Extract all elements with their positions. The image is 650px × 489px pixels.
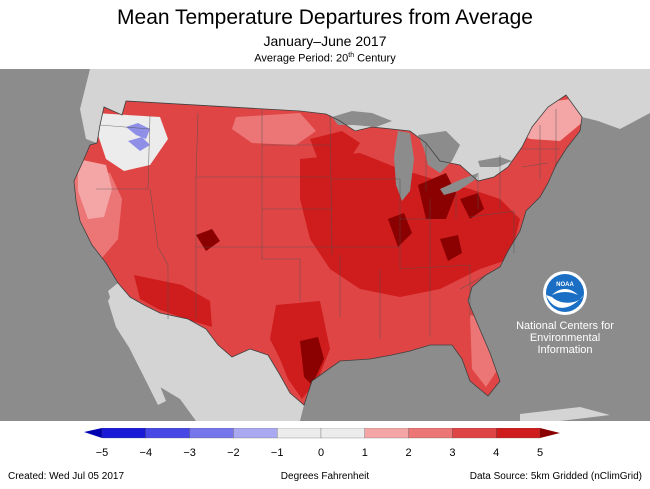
units-label: Degrees Fahrenheit — [280, 471, 370, 482]
anomaly-light-north-plains — [232, 113, 316, 145]
noaa-logo-bird — [546, 295, 584, 308]
legend-swatch — [145, 428, 190, 439]
anomaly-dark-southwest — [134, 275, 212, 327]
lake-michigan — [394, 131, 414, 201]
legend-swatch — [189, 428, 234, 439]
anomaly-lighter-northwest — [78, 159, 112, 219]
map-title: Mean Temperature Departures from Average — [117, 6, 533, 29]
us-outline — [73, 94, 583, 406]
temperature-anomaly-map: NOAA — [0, 69, 650, 421]
created-date: Created: Wed Jul 05 2017 — [8, 471, 125, 482]
average-period-suffix: Century — [354, 52, 396, 65]
legend-tick-label: −4 — [140, 447, 153, 459]
lake-erie — [440, 173, 478, 195]
baja-peninsula — [108, 283, 166, 405]
ncei-label-line-1: National Centers for — [516, 320, 614, 332]
legend-tick-label: 0 — [318, 447, 324, 459]
average-period-sup: th — [348, 52, 355, 59]
legend-arrow-low — [84, 428, 102, 438]
legend-tick-label: −1 — [271, 447, 284, 459]
legend-tick-label: 5 — [537, 447, 543, 459]
legend-arrow-high — [540, 428, 560, 438]
map-subtitle: January–June 2017 — [263, 33, 387, 49]
average-period-prefix: Average Period: 20 — [254, 52, 349, 65]
anomaly-darkest-michigan-ohio — [418, 173, 456, 219]
canada-landmass — [0, 69, 650, 181]
legend-tick-label: 2 — [406, 447, 412, 459]
anomaly-dark-central-east — [300, 153, 520, 297]
legend-swatch — [408, 428, 453, 439]
anomaly-darkest-kentucky — [440, 235, 462, 261]
anomaly-darkest-colorado — [196, 229, 220, 251]
anomaly-cool-area-2 — [128, 137, 150, 151]
legend-swatch — [101, 428, 146, 439]
legend-tick-label: −5 — [96, 447, 109, 459]
anomaly-dark-upper-midwest — [310, 131, 360, 165]
legend-swatch — [277, 428, 322, 439]
data-source: Data Source: 5km Gridded (nClimGrid) — [469, 471, 642, 482]
legend-swatch — [496, 428, 541, 439]
legend-tick-label: 3 — [449, 447, 455, 459]
anomaly-cool-area — [126, 123, 150, 139]
average-period-label: Average Period: 20th Century — [0, 52, 650, 65]
noaa-logo-wave — [552, 289, 578, 295]
lake-superior — [332, 111, 392, 127]
noaa-logo-text: NOAA — [556, 282, 574, 288]
lake-ontario — [478, 157, 512, 167]
legend-tick-label: 1 — [362, 447, 368, 459]
legend-swatch — [233, 428, 278, 439]
ncei-label-line-2: Environmental — [529, 332, 601, 344]
anomaly-darkest-texas-coast — [300, 337, 324, 385]
legend-swatch — [320, 428, 365, 439]
legend-tick-label: −2 — [227, 447, 240, 459]
legend-tick-label: 4 — [493, 447, 499, 459]
legend-swatch — [364, 428, 409, 439]
cuba-landmass — [520, 407, 610, 421]
mexico-landmass — [108, 283, 304, 421]
ncei-label-line-3: Information — [537, 344, 593, 356]
color-legend: −5 −4 −3 −2 −1 0 1 2 3 4 5 — [84, 428, 560, 459]
legend-tick-label: −3 — [183, 447, 196, 459]
noaa-logo: NOAA — [543, 271, 587, 315]
legend-swatch — [452, 428, 497, 439]
